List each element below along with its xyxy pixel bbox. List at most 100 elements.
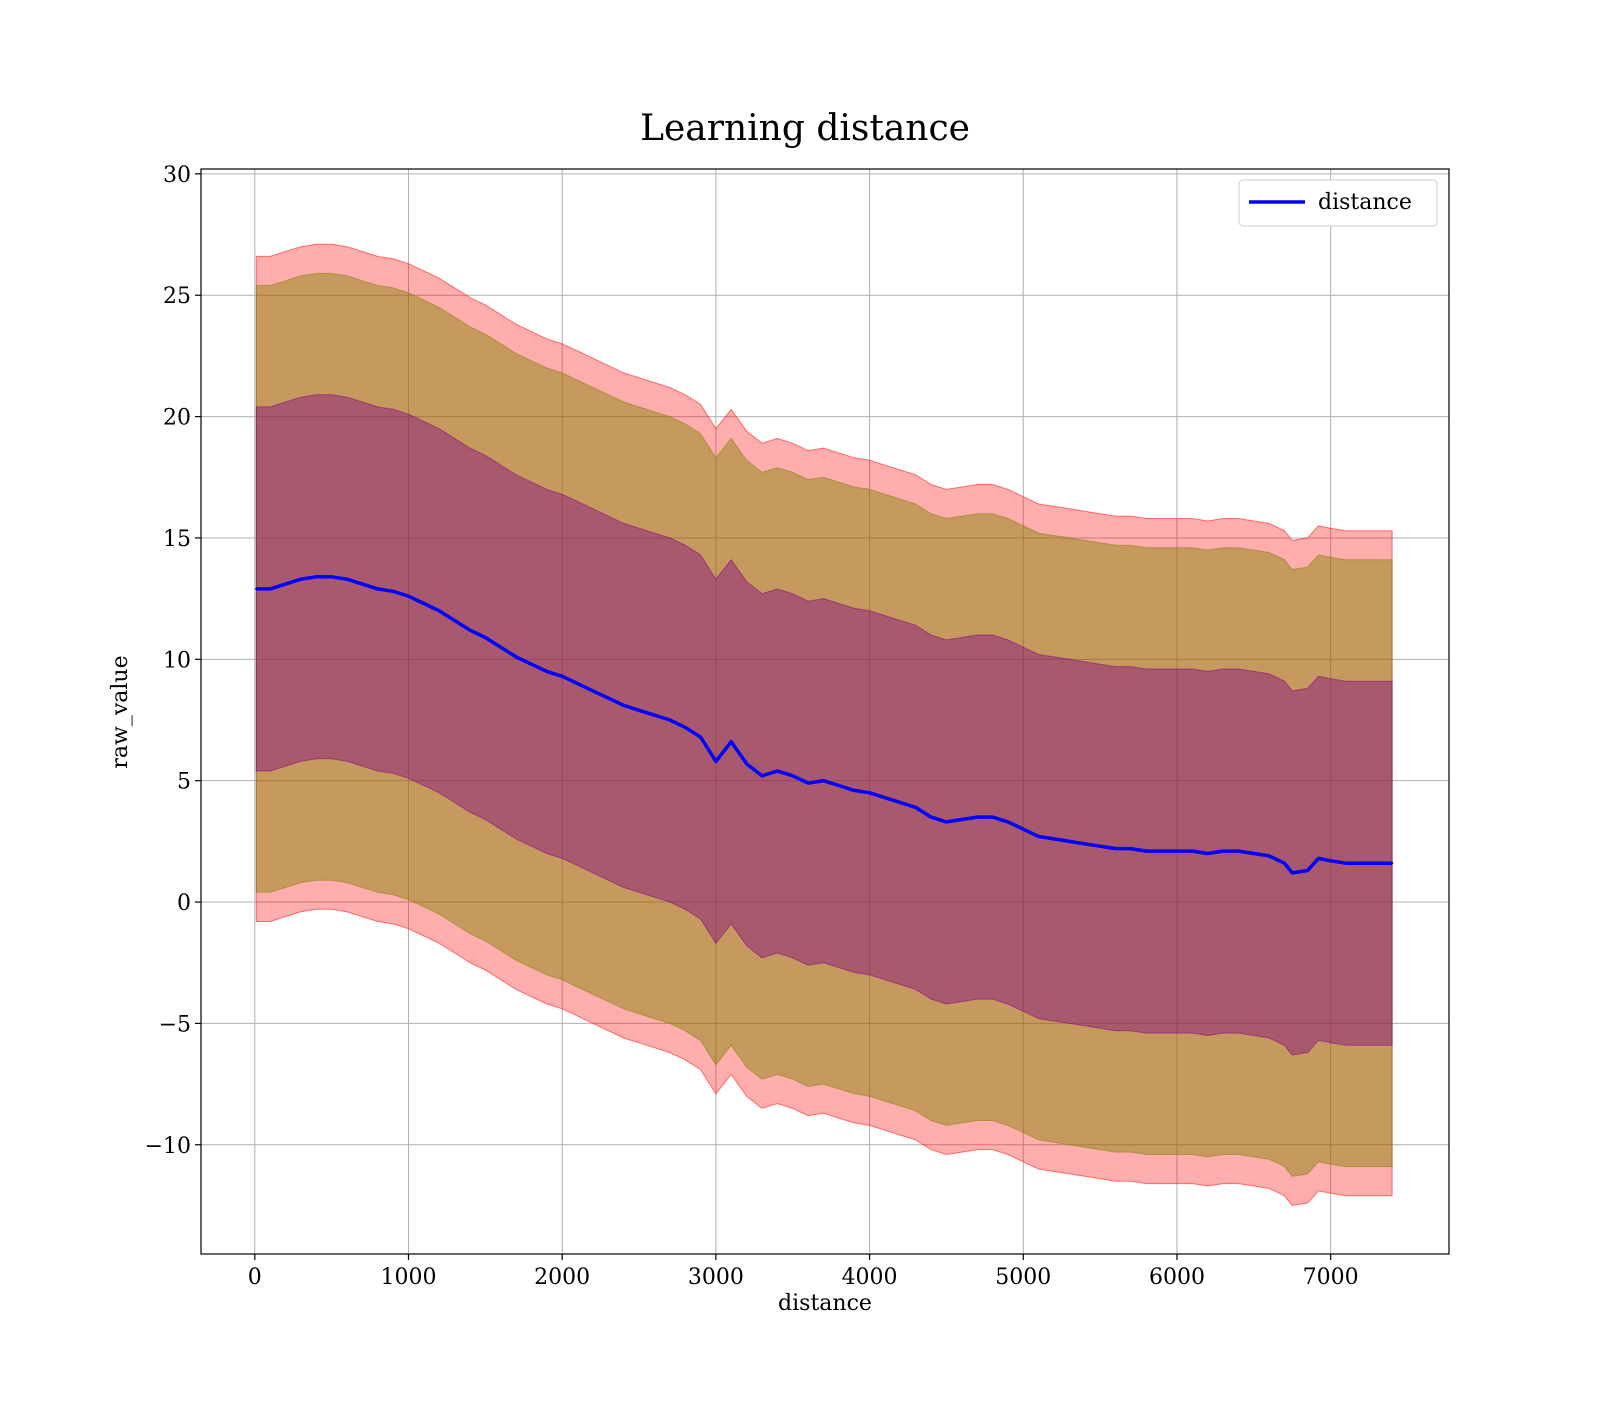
data-point-61 [1191,849,1194,853]
data-point-49 [1006,820,1010,824]
x-tick-label-5: 5000 [995,1265,1051,1290]
data-point-13 [453,619,456,622]
data-point-47 [975,815,979,819]
data-point-73 [1360,862,1363,865]
band-1 [255,272,1393,1177]
data-point-64 [1237,849,1240,853]
data-point-40 [868,791,871,795]
data-point-50 [1022,828,1025,831]
data-point-44 [929,815,933,819]
data-point-1 [268,587,272,591]
data-point-74 [1375,862,1378,865]
data-point-66 [1267,854,1271,858]
x-tick-label-0: 0 [248,1265,262,1290]
data-point-30 [714,760,718,763]
data-point-57 [1129,847,1133,850]
data-point-42 [899,801,902,804]
data-point-12 [438,609,441,612]
data-point-14 [468,628,472,632]
y-tick-label-5: 15 [163,527,191,552]
data-point-48 [991,815,994,819]
data-point-33 [760,774,764,778]
y-tick-label-0: −10 [145,1134,191,1159]
data-point-65 [1252,852,1256,855]
x-tick-label-2: 2000 [534,1265,590,1290]
x-axis-label: distance [778,1291,872,1316]
y-axis-label: raw_value [108,655,133,768]
data-point-19 [545,670,549,673]
data-point-71 [1329,859,1332,862]
data-point-17 [514,655,518,659]
data-point-45 [945,820,948,824]
data-point-22 [591,689,595,693]
data-point-39 [853,789,856,792]
data-point-6 [345,578,349,581]
data-point-16 [499,645,502,649]
data-point-69 [1306,869,1309,872]
x-tick-label-1: 1000 [380,1265,436,1290]
data-point-70 [1317,857,1320,860]
data-point-31 [730,740,733,744]
data-point-41 [883,796,887,799]
data-point-5 [330,575,333,578]
x-tick-label-3: 3000 [688,1265,744,1290]
data-point-10 [407,595,410,598]
line-layer [255,575,1394,875]
data-point-37 [822,779,825,782]
data-point-20 [560,675,564,678]
data-point-18 [530,662,533,666]
data-point-26 [653,713,656,717]
data-point-34 [776,769,779,773]
data-point-63 [1221,849,1225,853]
data-point-36 [806,781,810,785]
data-point-24 [622,704,625,707]
x-tick-label-6: 6000 [1149,1265,1205,1290]
data-point-72 [1344,862,1348,865]
data-point-54 [1083,842,1086,845]
data-point-23 [607,696,610,700]
data-point-7 [361,582,364,586]
data-point-46 [960,818,963,821]
data-point-52 [1052,837,1056,841]
data-point-75 [1390,862,1394,865]
data-point-21 [576,682,579,685]
series-line-distance [256,575,1393,875]
data-point-43 [914,806,917,809]
data-point-27 [668,718,671,722]
data-point-9 [391,590,395,593]
chart-title: Learning distance [640,108,970,149]
y-tick-label-2: 0 [177,891,191,916]
data-point-15 [484,636,487,639]
y-tick-label-3: 5 [177,770,191,795]
data-point-51 [1037,835,1040,838]
data-point-60 [1175,849,1179,853]
data-point-25 [637,709,641,712]
data-point-55 [1098,845,1102,848]
data-point-35 [791,774,794,778]
data-point-0 [255,587,258,591]
data-point-11 [422,602,426,605]
data-point-58 [1145,849,1148,853]
data-point-56 [1114,847,1117,850]
data-point-29 [699,735,702,739]
band-2 [255,394,1393,1056]
legend: distance [1238,179,1438,227]
legend-box [1238,179,1438,227]
data-point-32 [745,762,748,765]
data-point-4 [315,575,318,578]
axes-frame [200,168,1450,1255]
tick-layer: 0 1000 2000 3000 4000 5000 6000 7000 −10 −5 0 5 10 15… [145,163,1359,1290]
grid-layer [201,169,1449,1254]
data-point-3 [299,578,303,581]
data-point-38 [837,784,841,787]
legend-entry-distance: distance [1318,190,1412,215]
y-tick-label-7: 25 [163,284,191,309]
data-point-68 [1291,871,1294,875]
x-tick-label-4: 4000 [842,1265,898,1290]
data-point-8 [376,587,379,591]
data-point-28 [683,726,687,729]
x-tick-label-7: 7000 [1303,1265,1359,1290]
data-point-67 [1283,862,1286,865]
